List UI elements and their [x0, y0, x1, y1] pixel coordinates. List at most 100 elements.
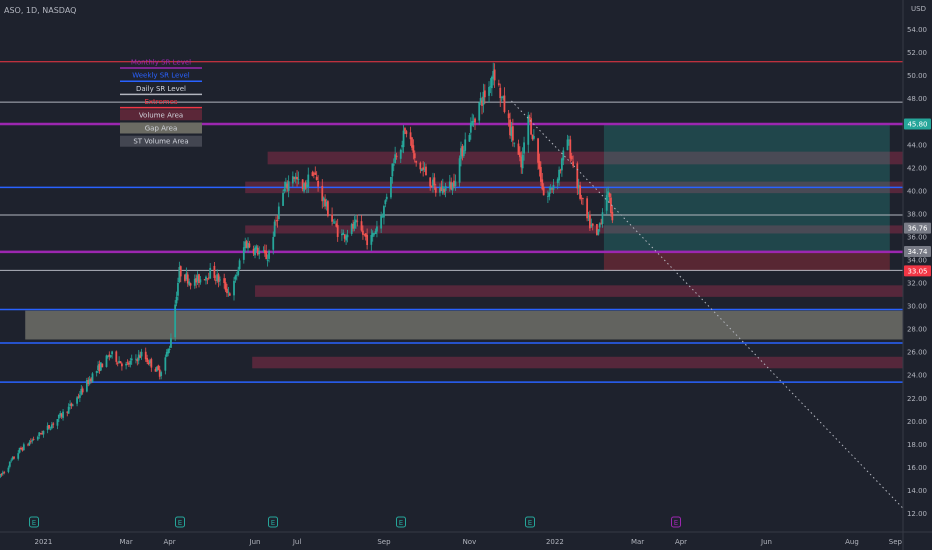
candle-body — [492, 71, 495, 79]
price-tick-label: 20.00 — [907, 418, 927, 426]
price-tick-label: 40.00 — [907, 187, 927, 195]
price-tick-label: 30.00 — [907, 303, 927, 311]
candle-body — [513, 142, 516, 144]
candle-body — [373, 233, 376, 235]
candle-body — [415, 160, 418, 163]
candle-body — [118, 360, 121, 364]
candle-body — [346, 234, 349, 238]
trendline-dotted[interactable] — [511, 100, 909, 514]
candle-body — [76, 397, 78, 404]
candle-body — [411, 137, 413, 148]
legend-label: Weekly SR Level — [132, 72, 190, 80]
price-tick-label: 12.00 — [907, 510, 927, 518]
candle-body — [336, 225, 339, 237]
candle-body — [333, 221, 336, 223]
price-tick-label: 36.00 — [907, 233, 927, 241]
time-tick-label: Mar — [631, 538, 644, 546]
candle-body — [95, 370, 98, 373]
candle-body — [305, 184, 308, 188]
candle-body — [363, 233, 366, 235]
trendline-layer[interactable] — [511, 100, 909, 514]
candle-body — [538, 160, 541, 169]
earnings-event-marker[interactable] — [268, 516, 278, 528]
price-tick-label: 14.00 — [907, 487, 927, 495]
candle-body — [136, 359, 139, 362]
candle-body — [130, 358, 133, 361]
candle-body — [580, 197, 583, 199]
earnings-event-letter: E — [32, 519, 36, 527]
candle-body — [335, 223, 338, 227]
candle-body — [283, 188, 286, 192]
candle-body — [582, 198, 584, 200]
candle-body — [189, 283, 192, 286]
candle-body — [391, 163, 394, 177]
earnings-event-marker[interactable] — [29, 516, 39, 528]
candle-body — [549, 187, 552, 190]
position-tool[interactable] — [603, 124, 890, 271]
earnings-event-marker[interactable] — [396, 516, 406, 528]
candle-body — [184, 274, 186, 281]
candle-body — [462, 150, 465, 157]
candle-body — [205, 276, 207, 281]
price-tick-label: 22.00 — [907, 395, 927, 403]
candle-body — [196, 275, 199, 282]
candle-body — [569, 139, 572, 159]
candle-body — [147, 362, 150, 365]
candle-body — [177, 282, 179, 296]
candle-body — [530, 118, 532, 135]
earnings-event-marker[interactable] — [525, 516, 535, 528]
candle-body — [21, 448, 24, 451]
price-tick-label: 50.00 — [907, 72, 927, 80]
candle-body — [128, 362, 130, 365]
candle-body — [605, 195, 608, 211]
candle-body — [376, 226, 378, 232]
candle-body — [517, 143, 520, 155]
time-tick-label: Aug — [845, 538, 859, 546]
candle-body — [425, 166, 427, 176]
candle-body — [381, 216, 384, 218]
candle-body — [28, 442, 31, 446]
candle-body — [272, 237, 275, 250]
candle-body — [237, 269, 240, 275]
candle-body — [287, 181, 290, 191]
earnings-event-letter: E — [399, 519, 403, 527]
candle-body — [276, 219, 279, 221]
time-tick-label: Jun — [249, 538, 261, 546]
symbol-label: ASO, 1D, NASDAQ — [4, 6, 76, 15]
time-axis-panel[interactable] — [0, 532, 932, 550]
candle-body — [444, 185, 447, 191]
candle-body — [88, 379, 91, 384]
candle-body — [478, 102, 481, 121]
price-label-badge — [904, 245, 931, 257]
earnings-event-marker[interactable] — [671, 516, 681, 528]
candle-body — [353, 221, 356, 229]
candle-body — [254, 247, 256, 256]
candle-body — [125, 363, 128, 366]
candle-body — [576, 163, 579, 189]
candle-body — [238, 260, 241, 270]
candle-body — [50, 424, 53, 429]
price-tick-label: 24.00 — [907, 372, 927, 380]
earnings-event-letter: E — [674, 519, 678, 527]
candle-body — [570, 155, 573, 160]
candle-body — [500, 96, 503, 98]
candle-body — [0, 474, 1, 478]
candle-body — [144, 351, 147, 360]
candle-body — [441, 186, 444, 194]
candle-body — [294, 176, 297, 180]
candle-body — [156, 366, 158, 372]
candle-body — [296, 176, 298, 180]
earnings-event-marker[interactable] — [175, 516, 185, 528]
candle-body — [531, 134, 534, 140]
candle-body — [87, 380, 90, 384]
candle-body — [7, 467, 10, 472]
zone-gap-area — [25, 310, 903, 340]
candle-body — [370, 234, 373, 245]
candle-body — [510, 127, 513, 136]
candle-body — [119, 361, 122, 364]
position-stop-area[interactable] — [603, 251, 890, 271]
candle-body — [195, 278, 198, 283]
candle-body — [97, 365, 99, 371]
candle-body — [600, 222, 603, 224]
